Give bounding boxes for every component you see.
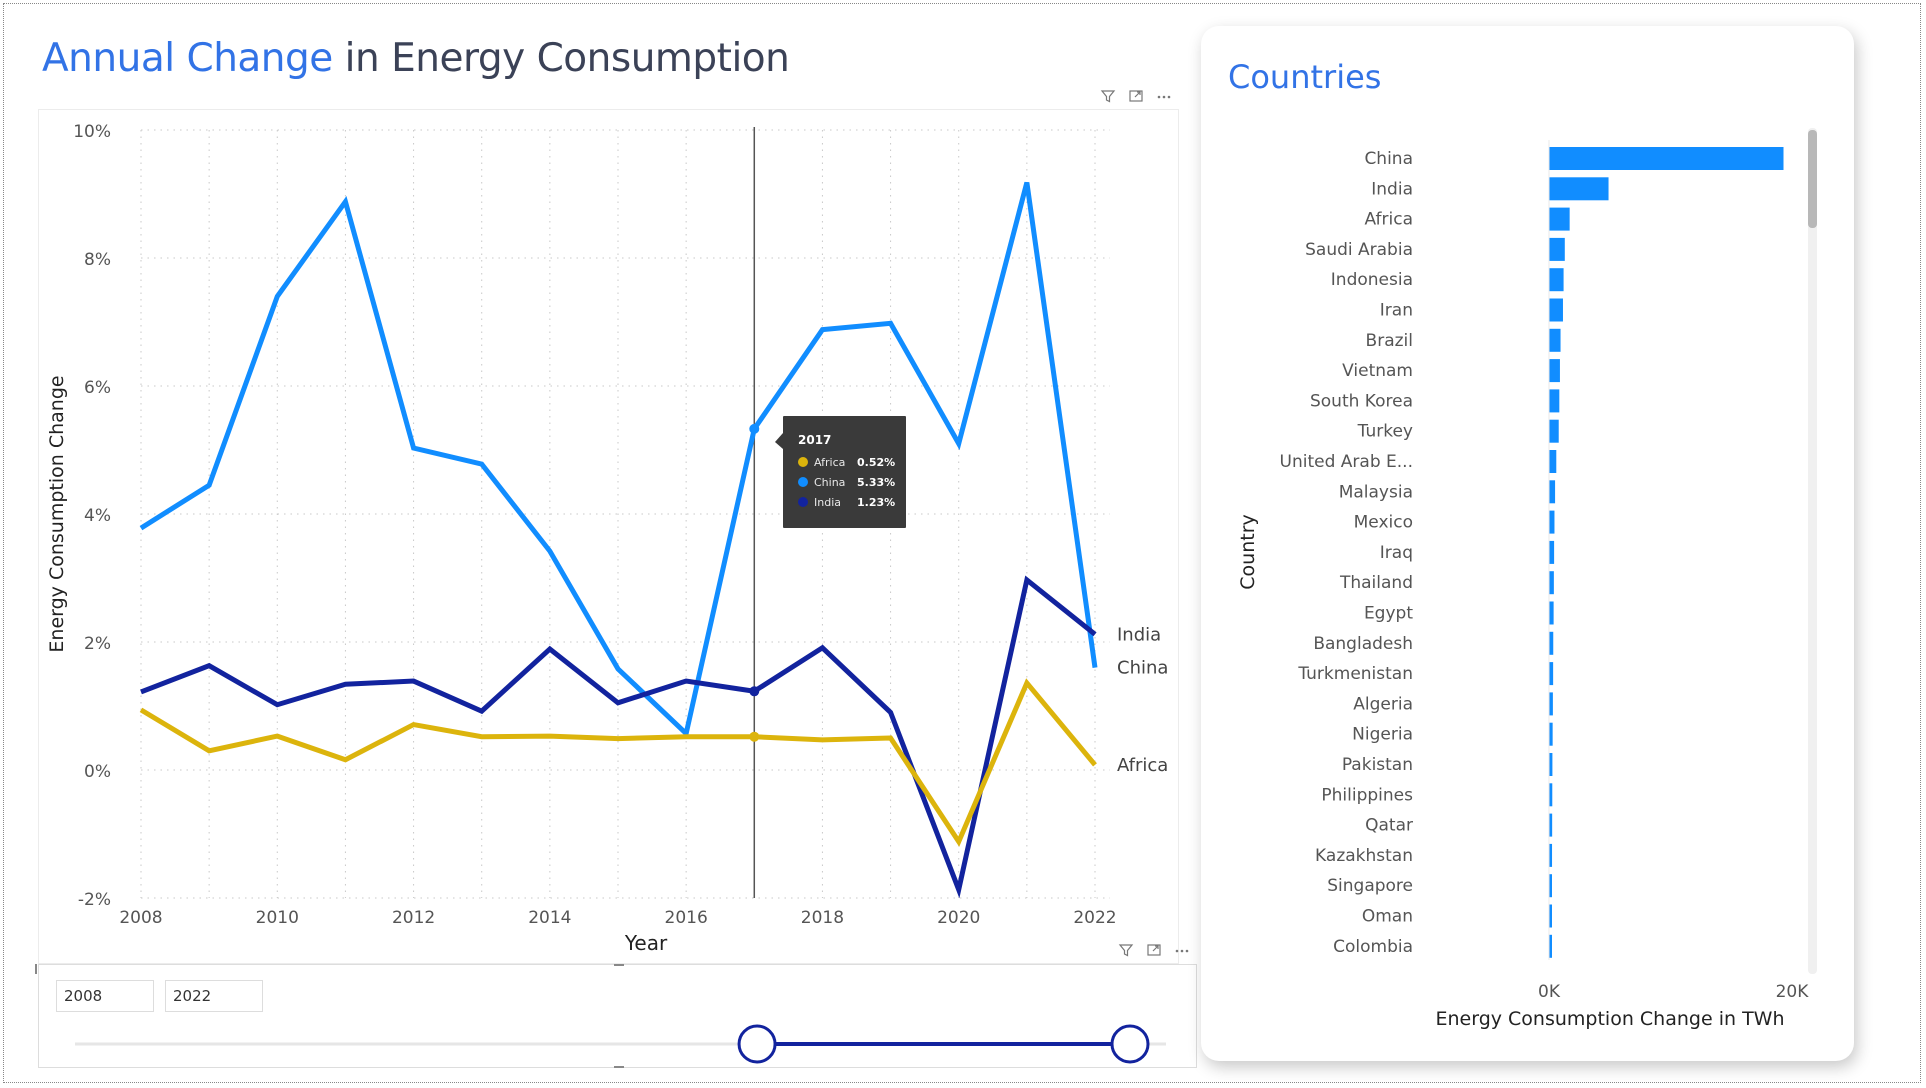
x-axis-title: Year: [624, 931, 668, 955]
y-tick-label: 10%: [73, 122, 111, 142]
series-end-label: China: [1117, 658, 1168, 679]
x-tick-label: 2010: [256, 908, 299, 928]
focus-mode-icon[interactable]: [1128, 88, 1144, 104]
tooltip-year: 2017: [798, 433, 831, 447]
slider-end-handle[interactable]: [1110, 1024, 1150, 1064]
tooltip: 2017 Africa 0.52% China 5.33% India 1.23%: [775, 416, 906, 528]
series-line-china[interactable]: [139, 181, 1098, 739]
hover-point-india: [749, 686, 760, 697]
tooltip-arrow: [775, 433, 783, 449]
page-title-rest: in Energy Consumption: [332, 36, 790, 81]
resize-handle[interactable]: [614, 964, 624, 966]
tooltip-swatch: [798, 457, 808, 467]
filter-icon[interactable]: [1118, 942, 1134, 958]
tooltip-series-label: Africa: [814, 456, 845, 469]
year-range-slider[interactable]: [38, 964, 1197, 1068]
line-chart-series: [139, 181, 1098, 899]
x-tick-label: 2008: [119, 908, 162, 928]
focus-mode-icon[interactable]: [1146, 942, 1162, 958]
more-options-icon[interactable]: [1156, 88, 1172, 104]
tooltip-series-value: 5.33%: [857, 476, 895, 489]
y-tick-label: 6%: [84, 378, 111, 398]
series-line-africa[interactable]: [139, 678, 1097, 847]
x-tick-label: 2016: [665, 908, 708, 928]
x-tick-label: 2022: [1073, 908, 1116, 928]
resize-handle[interactable]: [614, 1066, 624, 1068]
page-title-highlight: Annual Change: [42, 36, 333, 81]
y-tick-label: 4%: [84, 506, 111, 526]
x-tick-label: 2018: [801, 908, 844, 928]
tooltip-series-value: 1.23%: [857, 496, 895, 509]
y-tick-label: 2%: [84, 634, 111, 654]
line-chart-y-ticks: 10% 8% 6% 4% 2% 0% -2%: [73, 122, 111, 910]
end-year-input[interactable]: 2022: [165, 980, 263, 1012]
tooltip-series-label: India: [814, 496, 841, 509]
slicer-header: [1118, 942, 1190, 958]
x-tick-label: 2014: [528, 908, 571, 928]
filter-icon[interactable]: [1100, 88, 1116, 104]
line-chart-x-ticks: 2008 2010 2012 2014 2016 2018 2020 2022: [119, 908, 1116, 928]
line-chart-hover-points: [749, 423, 760, 742]
countries-title: Countries: [1228, 58, 1382, 96]
line-chart-end-labels: India China Africa: [1117, 624, 1168, 776]
page-border: [3, 3, 1921, 1083]
tooltip-series-label: China: [814, 476, 845, 489]
tooltip-series-value: 0.52%: [857, 456, 895, 469]
line-chart[interactable]: 10% 8% 6% 4% 2% 0% -2% 2008 2010 2012 2014 2016 201…: [0, 0, 1180, 970]
more-options-icon[interactable]: [1174, 942, 1190, 958]
hover-point-china: [749, 423, 760, 434]
x-tick-label: 2020: [937, 908, 980, 928]
start-year-input[interactable]: 2008: [56, 980, 154, 1012]
x-tick-label: 2012: [392, 908, 435, 928]
line-chart-panel: [38, 109, 1179, 964]
hover-point-africa: [749, 731, 760, 742]
tooltip-swatch: [798, 497, 808, 507]
resize-handle[interactable]: [35, 964, 37, 974]
y-tick-label: -2%: [78, 890, 111, 910]
line-chart-header: [1100, 88, 1172, 104]
tooltip-background: [783, 416, 906, 528]
year-slicer: 2008 2022: [35, 964, 1197, 1068]
y-axis-title: Energy Consumption Change: [46, 375, 68, 652]
y-tick-label: 8%: [84, 250, 111, 270]
tooltip-swatch: [798, 477, 808, 487]
page-title: Annual Change in Energy Consumption: [42, 36, 790, 81]
series-end-label: Africa: [1117, 755, 1168, 776]
series-end-label: India: [1117, 624, 1161, 645]
y-tick-label: 0%: [84, 762, 111, 782]
line-chart-grid: [140, 129, 1110, 899]
countries-card: Countries: [1201, 26, 1854, 1061]
series-line-india[interactable]: [140, 575, 1097, 899]
slider-start-handle[interactable]: [737, 1024, 777, 1064]
